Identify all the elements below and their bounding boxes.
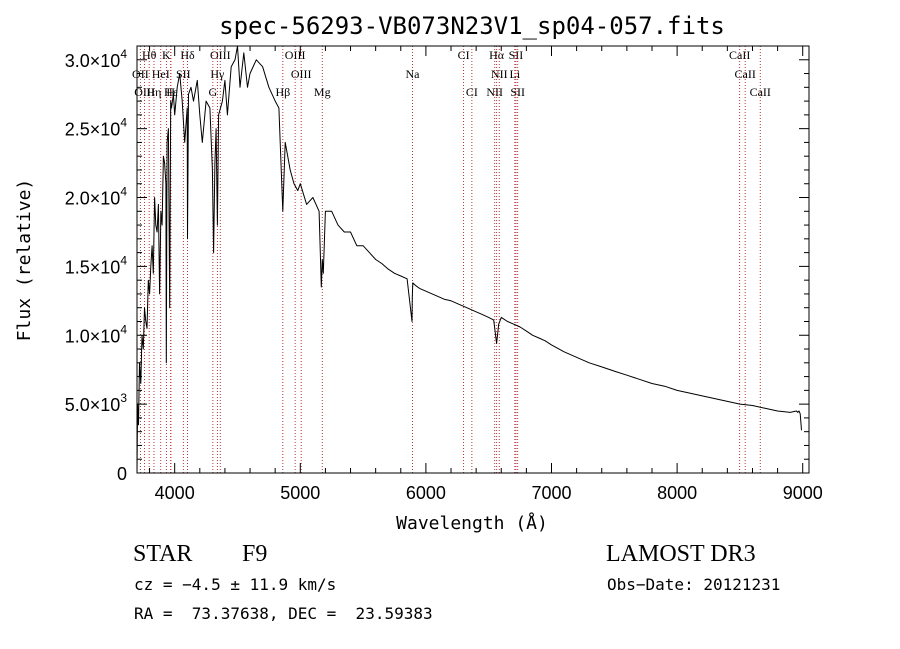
redshift-text: cz = −4.5 ± 11.9 km/s [134,575,337,594]
x-axis-label: Wavelength (Å) [396,512,548,534]
line-label-14: Na [405,67,420,81]
line-label-1: K [162,48,171,62]
line-label-25: CI [466,85,478,99]
line-label-15: NII [491,67,508,81]
x-tick-label-4: 8000 [657,483,697,503]
line-label-27: SII [510,85,525,99]
line-label-18: OIII [134,85,155,99]
y-tick-label-2: 1.0×104 [65,322,128,346]
x-tick-label-1: 5000 [280,483,320,503]
chart-title: spec-56293-VB073N23V1_sp04-057.fits [219,12,725,40]
line-label-23: Hβ [275,85,290,99]
line-label-2: Hδ [180,48,195,62]
line-label-3: OIII [210,48,231,62]
y-tick-label-3: 1.5×104 [65,253,128,277]
line-label-6: Hα [489,48,505,62]
spectrum-line [136,45,802,474]
y-tick-label-0: 0 [117,464,127,484]
survey-name: LAMOST DR3 [606,541,756,567]
line-label-17: CaII [735,67,756,81]
obs-date-text: Obs−Date: 20121231 [607,575,781,594]
x-tick-label-2: 6000 [406,483,446,503]
line-label-28: CaII [750,85,771,99]
plot-frame [136,45,810,474]
x-tick-label-5: 9000 [783,483,823,503]
line-label-8: CaII [729,48,750,62]
line-label-0: Hθ [142,48,157,62]
y-tick-label-1: 5.0×103 [65,391,128,415]
line-label-22: G [209,85,218,99]
line-label-21: H [166,85,175,99]
spectrum-series [136,45,802,474]
line-label-13: OIII [291,67,312,81]
line-label-4: OIII [285,48,306,62]
line-label-7: SII [509,48,524,62]
line-label-16: Li [509,67,520,81]
spectrum-chart: spec-56293-VB073N23V1_sp04-057.fits Hθ K H… [14,12,823,534]
line-label-10: HeI [152,67,170,81]
coordinates-text: RA = 73.37638, DEC = 23.59383 [134,604,433,623]
y-tick-label-4: 2.0×104 [65,185,128,209]
line-label-5: CI [458,48,470,62]
object-class: STAR [133,541,193,567]
y-axis-label: Flux (relative) [14,179,35,342]
x-tick-label-0: 4000 [155,483,195,503]
object-subclass: F9 [242,541,268,567]
line-label-19: Hη [146,85,161,99]
line-label-26: NII [486,85,503,99]
y-tick-label-6: 3.0×104 [65,47,128,71]
line-label-12: Hγ [210,67,225,81]
y-tick-label-5: 2.5×104 [65,116,128,140]
axis-ticks: 4000 5000 6000 7000 8000 9000 0 5.0×103 1.0×104 1… [65,46,823,503]
line-label-24: Mg [314,85,331,99]
x-tick-label-3: 7000 [531,483,571,503]
